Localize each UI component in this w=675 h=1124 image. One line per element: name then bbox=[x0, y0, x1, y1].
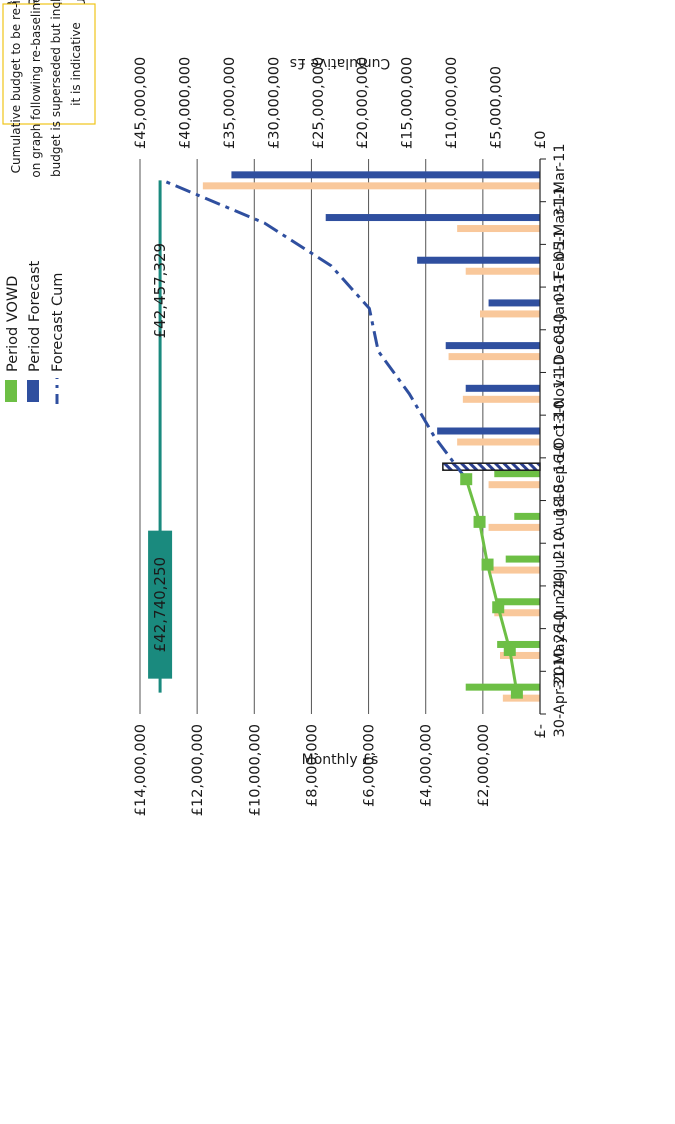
cumulative-axis-label: £30,000,000 bbox=[266, 57, 282, 149]
forecast-bar bbox=[325, 214, 541, 222]
legend-label: Forecast Cum bbox=[50, 273, 66, 372]
vowd-bar bbox=[465, 683, 541, 691]
legend-label: Period Forecast bbox=[27, 261, 43, 372]
value-labels: £42,457,329 £42,740,250 bbox=[148, 243, 173, 679]
monthly-axis-title: Monthly £s bbox=[302, 752, 379, 768]
category-label: 26-Jun-10 bbox=[552, 572, 568, 643]
category-label: 16-Oct-10 bbox=[552, 400, 568, 473]
budget-bar bbox=[465, 267, 541, 275]
gridlines bbox=[139, 159, 484, 714]
cumulative-axis-label: £15,000,000 bbox=[400, 57, 416, 149]
budget-bar bbox=[462, 395, 541, 403]
cumulative-axis-label: £10,000,000 bbox=[444, 57, 460, 149]
original-budget-series bbox=[202, 182, 541, 702]
budget-bar bbox=[488, 523, 541, 531]
category-label: 13-Nov-10 bbox=[552, 356, 568, 431]
category-label: 11-Dec-10 bbox=[552, 313, 568, 388]
vowd-bar bbox=[497, 598, 540, 606]
forecast-bar bbox=[488, 299, 541, 307]
cumulative-axis-label: £45,000,000 bbox=[133, 57, 149, 149]
budget-bar bbox=[457, 438, 540, 446]
vowd-bar bbox=[497, 640, 540, 648]
forecast-cum-line bbox=[162, 178, 468, 481]
monthly-axis-label: £10,000,000 bbox=[247, 724, 263, 816]
category-label: 31-Mar-11 bbox=[552, 143, 568, 217]
monthly-axis-label: £12,000,000 bbox=[190, 724, 206, 816]
monthly-axis-label: £8,000,000 bbox=[304, 724, 320, 807]
note-border bbox=[2, 3, 96, 125]
cumulative-axis-label: £0 bbox=[533, 131, 549, 149]
budget-bar bbox=[202, 182, 540, 190]
category-label: 30-Apr-2010 bbox=[552, 648, 568, 738]
note-line: on graph following re-baseline. Period bbox=[29, 0, 43, 178]
legend-swatch bbox=[27, 380, 39, 402]
vowd-cum-marker bbox=[481, 558, 494, 571]
category-label: 21-Aug-10 bbox=[552, 484, 568, 559]
legend-label: Period VOWD bbox=[5, 276, 21, 372]
axes: 30-Apr-201031-May-1026-Jun-1024-Jul-1021… bbox=[133, 55, 568, 816]
vowd-bar bbox=[494, 470, 540, 478]
legend-swatch bbox=[5, 380, 17, 402]
monthly-axis-label: £2,000,000 bbox=[476, 724, 492, 807]
note-box: Cumulative budget to be re-instated on gr… bbox=[2, 0, 96, 178]
forecast-bar bbox=[437, 427, 540, 435]
category-label: 24-Jul-10 bbox=[552, 532, 568, 598]
category-label: 31-May-10 bbox=[552, 611, 568, 688]
forecast-end-label: £42,457,329 bbox=[151, 243, 169, 338]
budget-bar bbox=[494, 609, 540, 617]
forecast-bar bbox=[445, 342, 541, 350]
vowd-cum-marker bbox=[460, 473, 473, 486]
vowd-bar bbox=[514, 512, 540, 520]
note-line: it is indicative bbox=[69, 22, 83, 106]
cumulative-axis-label: £20,000,000 bbox=[355, 57, 371, 149]
cumulative-axis-label: £5,000,000 bbox=[489, 66, 505, 149]
annual-budget-label-box bbox=[148, 530, 173, 679]
cumulative-axis-title: Cumulative £s bbox=[290, 55, 391, 71]
forecast-bar bbox=[465, 384, 541, 392]
note-line: Cumulative budget to be re-instated bbox=[9, 0, 23, 173]
note-text: Cumulative budget to be re-instated on gr… bbox=[9, 0, 83, 178]
category-label: 18-Sep-10 bbox=[552, 442, 568, 517]
budget-bar bbox=[448, 353, 541, 361]
category-label: 05-Feb-11 bbox=[552, 229, 568, 302]
vowd-cum-marker bbox=[492, 601, 505, 614]
category-label: 08-Jan-11 bbox=[552, 273, 568, 344]
annual-budget-label: £42,740,250 bbox=[151, 557, 169, 652]
forecast-bar bbox=[231, 171, 541, 179]
plot-background bbox=[140, 159, 540, 714]
plot-area bbox=[140, 159, 540, 714]
vowd-cum-line bbox=[464, 478, 519, 693]
cumulative-axis-label: £35,000,000 bbox=[222, 57, 238, 149]
cumulative-axis-label: £25,000,000 bbox=[311, 57, 327, 149]
monthly-axis-label: £14,000,000 bbox=[133, 724, 149, 816]
budget-bar bbox=[457, 225, 540, 233]
cumulative-axis-label: £40,000,000 bbox=[177, 57, 193, 149]
note-line: budget is superseded but included as bbox=[49, 0, 63, 177]
rotated-chart-group: 30-Apr-201031-May-1026-Jun-1024-Jul-1021… bbox=[2, 0, 568, 816]
vowd-cum-marker bbox=[510, 686, 523, 699]
budget-bar bbox=[488, 566, 541, 574]
monthly-axis-label: £- bbox=[533, 724, 549, 738]
budget-bar bbox=[488, 481, 541, 489]
monthly-axis-label: £4,000,000 bbox=[419, 724, 435, 807]
monthly-axis-label: £6,000,000 bbox=[362, 724, 378, 807]
forecast-bar bbox=[417, 256, 540, 264]
vowd-cum-marker bbox=[473, 515, 486, 528]
category-label: 05-Mar-11 bbox=[552, 186, 568, 260]
budget-bar bbox=[480, 310, 540, 318]
period-forecast-series bbox=[231, 171, 541, 435]
vowd-cum-marker bbox=[503, 643, 516, 656]
vowd-bar bbox=[505, 555, 541, 563]
